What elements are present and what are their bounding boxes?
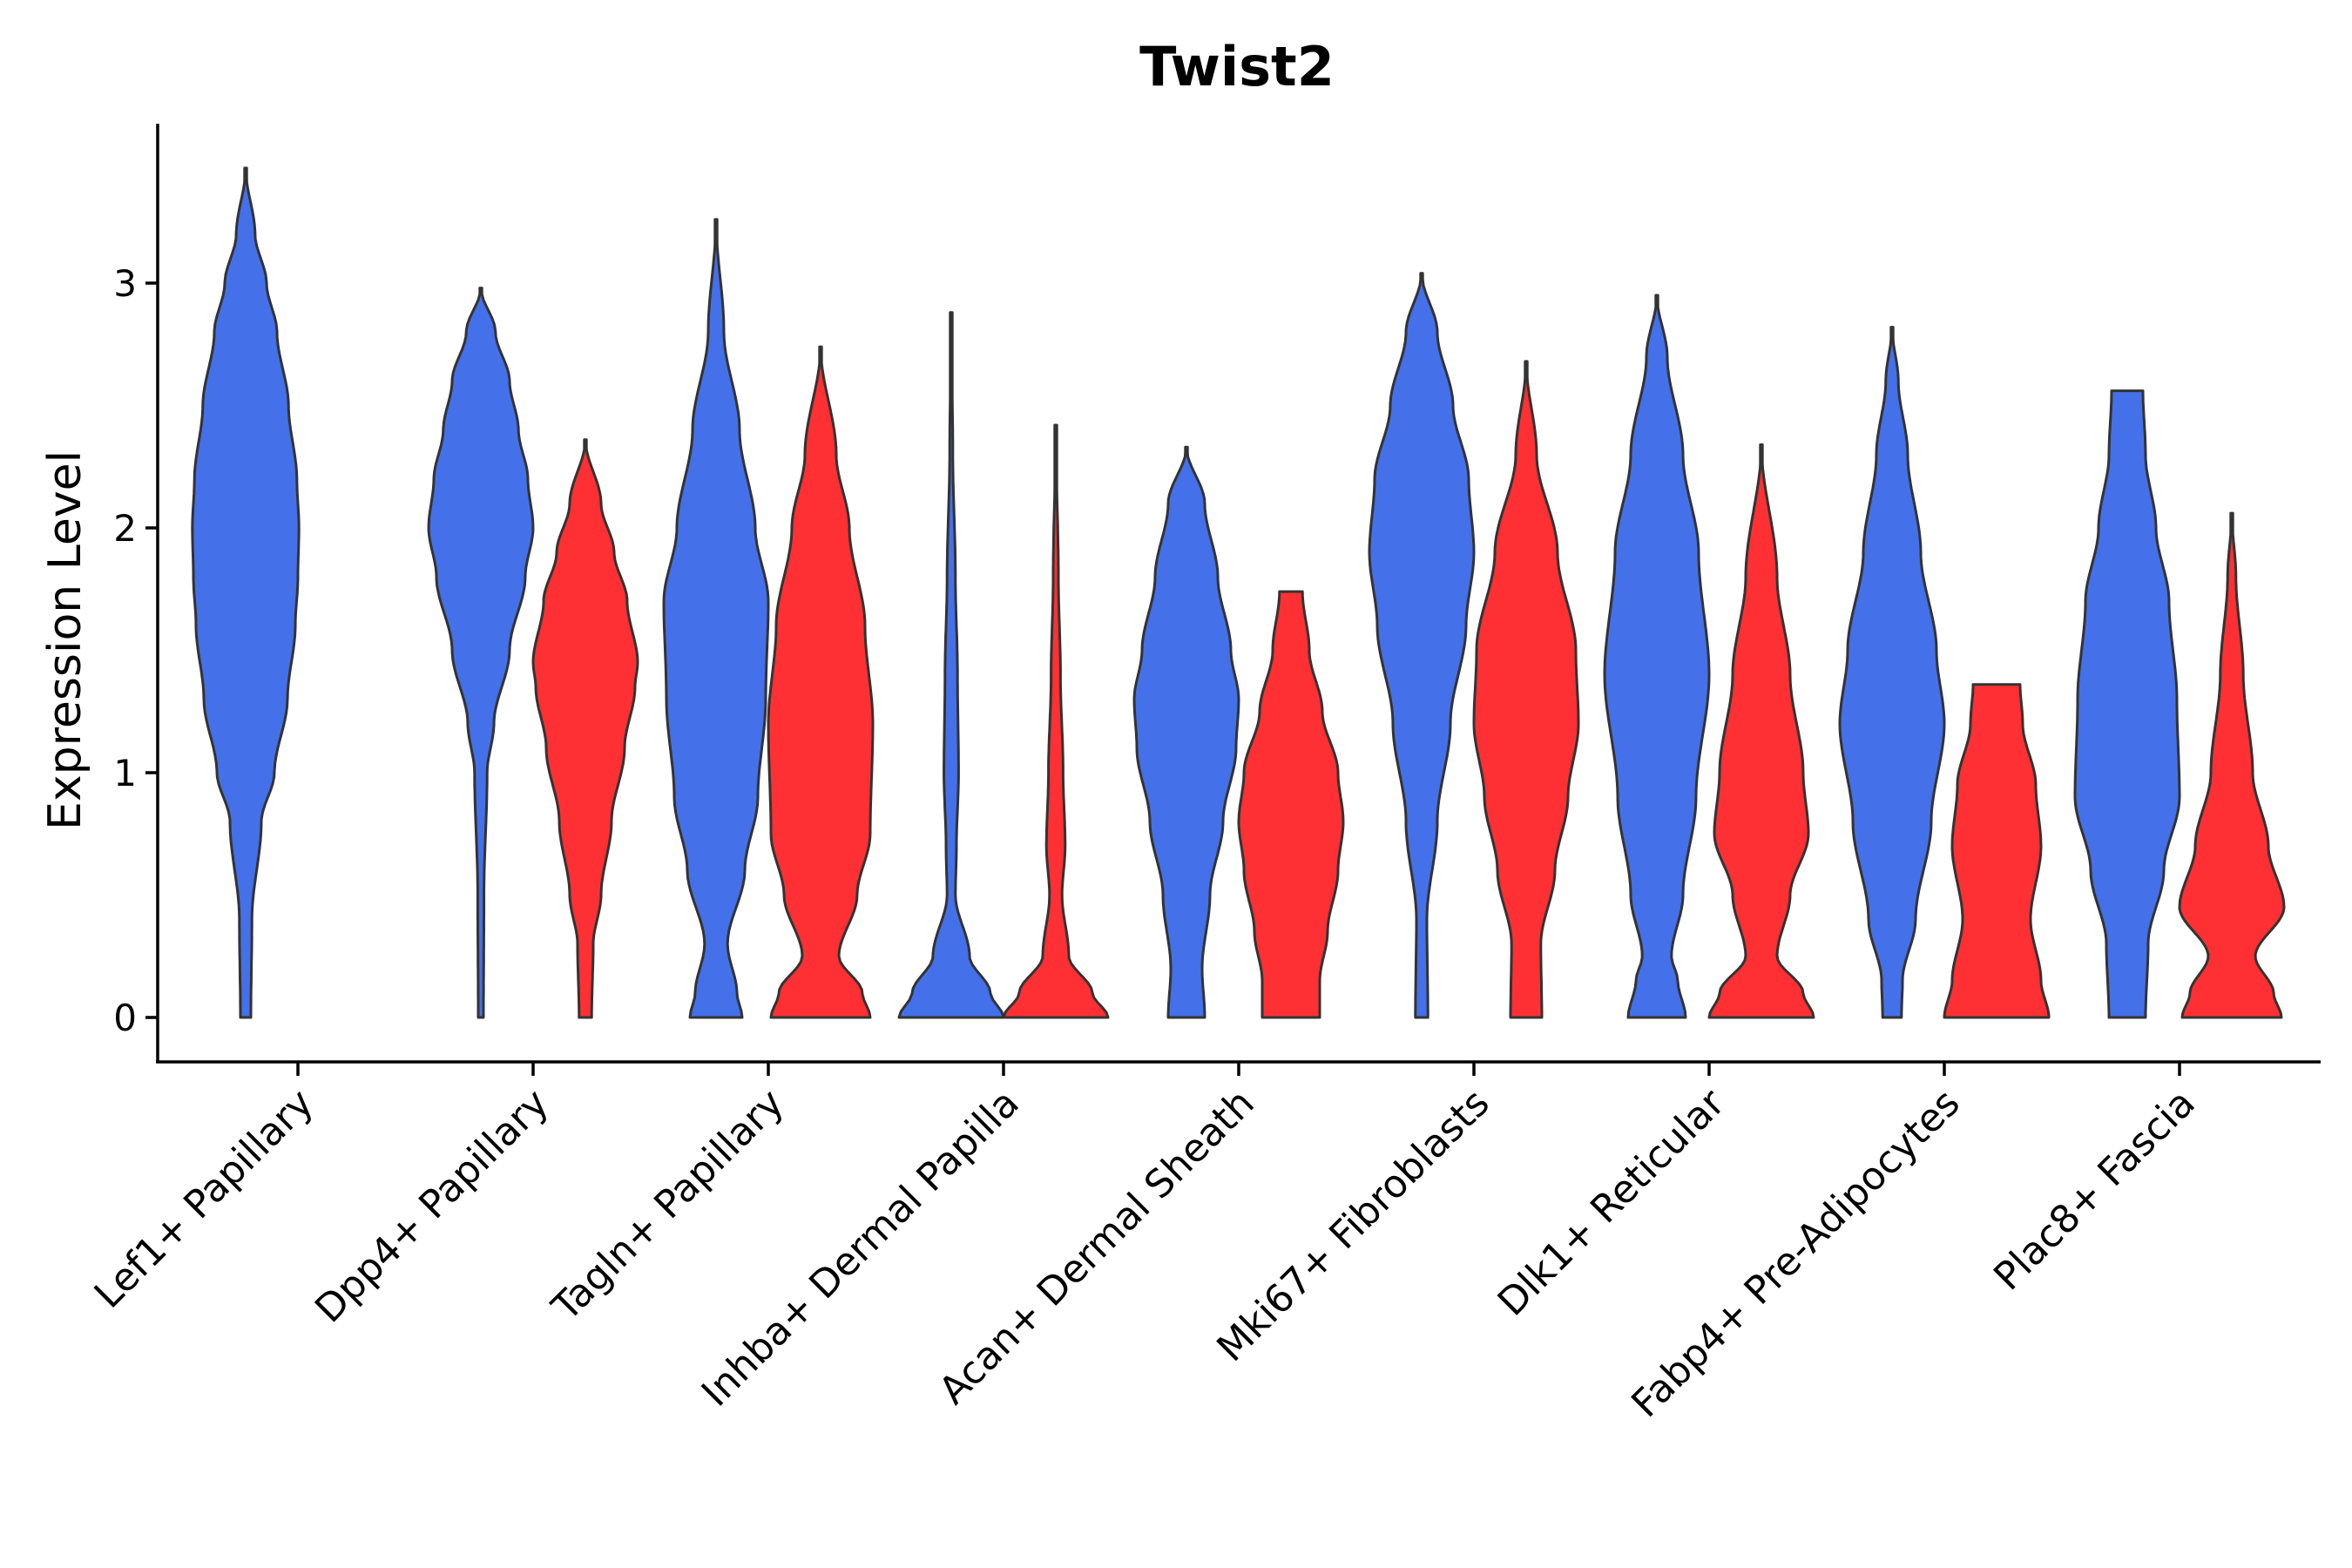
x-tick-label: Lef1+ Papillary xyxy=(86,1081,322,1317)
violin-red xyxy=(767,345,875,1019)
violin-red xyxy=(531,438,639,1019)
violin-red xyxy=(1943,683,2051,1019)
y-tick-label: 3 xyxy=(113,262,137,305)
violin-blue xyxy=(191,166,301,1019)
x-tick-label: Plac8+ Fascia xyxy=(1985,1081,2204,1300)
x-tick-label: Mki67+ Fibroblasts xyxy=(1208,1081,1497,1370)
y-ticks: 0 1 2 3 xyxy=(113,262,158,1039)
violin-blue xyxy=(427,287,535,1019)
y-tick-label: 2 xyxy=(113,507,137,550)
violin-blue xyxy=(1132,445,1240,1019)
violin-blue xyxy=(1368,272,1476,1019)
violin-red xyxy=(2178,511,2286,1019)
chart-title: Twist2 xyxy=(1139,35,1335,98)
violin-blue xyxy=(1603,294,1711,1019)
y-axis-label: Expression Level xyxy=(39,450,91,830)
violin-red xyxy=(1002,423,1110,1019)
x-tick-label: Dlk1+ Reticular xyxy=(1490,1080,1734,1325)
violin-red xyxy=(1237,590,1345,1019)
x-tick-label: Dpp4+ Papillary xyxy=(307,1081,558,1332)
violin-blue xyxy=(662,218,770,1019)
y-tick-label: 1 xyxy=(113,752,137,794)
violin-blue xyxy=(897,311,1005,1019)
violin-group xyxy=(191,166,2286,1019)
x-tick-label: Tagln+ Papillary xyxy=(544,1081,793,1330)
violin-red xyxy=(1472,360,1580,1019)
violin-red xyxy=(1707,443,1815,1019)
y-tick-label: 0 xyxy=(113,997,137,1039)
violin-blue xyxy=(2073,389,2181,1019)
violin-blue xyxy=(1838,326,1946,1019)
